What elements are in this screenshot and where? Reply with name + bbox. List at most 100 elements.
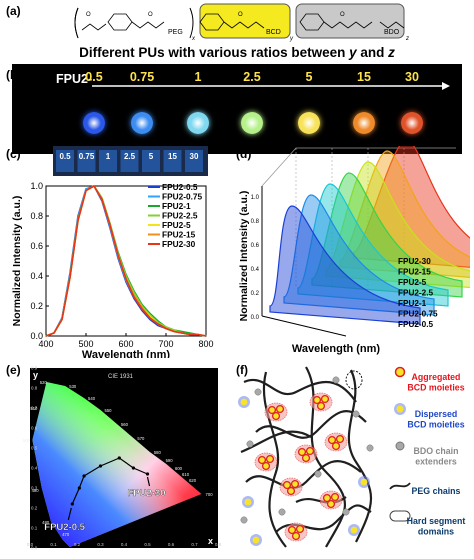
aggregated-dot bbox=[316, 401, 326, 411]
y-tick-label: 0.8 bbox=[31, 386, 38, 391]
ratio-label: 0.5 bbox=[85, 70, 103, 84]
y-tick-label: 0.2 bbox=[30, 301, 43, 311]
y-tick-label: 1.0 bbox=[251, 195, 260, 201]
legend-text: PEG chains bbox=[412, 486, 461, 496]
wavelength-label: 520 bbox=[40, 380, 48, 385]
dispersed-dot bbox=[360, 478, 368, 486]
vial-label: 1 bbox=[106, 152, 111, 161]
vial-label: 2.5 bbox=[124, 152, 136, 161]
sample-dot bbox=[353, 112, 375, 134]
y-tick-label: 0.6 bbox=[31, 426, 38, 431]
curve-icon bbox=[389, 482, 411, 490]
bdo-sphere bbox=[366, 444, 374, 452]
wavelength-label: 500 bbox=[23, 438, 31, 443]
aggregated-dot bbox=[335, 434, 345, 444]
aggregated-dot bbox=[275, 404, 285, 414]
aggregated-dot bbox=[305, 446, 315, 456]
sample-dot bbox=[298, 112, 320, 134]
y-tick-label: 0.1 bbox=[31, 526, 38, 531]
dispersed-dot bbox=[252, 536, 260, 544]
bdo-block bbox=[295, 3, 405, 39]
y-tick-label: 0.0 bbox=[31, 546, 38, 551]
waterfall-series bbox=[353, 146, 470, 268]
aggregated-dot bbox=[291, 531, 301, 541]
vial bbox=[142, 150, 160, 172]
vial-label: 5 bbox=[149, 152, 154, 161]
waterfall-series bbox=[297, 183, 449, 307]
y-tick-label: 0.6 bbox=[251, 243, 260, 249]
ratio-label: 1 bbox=[194, 70, 202, 84]
bdo-sphere bbox=[342, 508, 350, 516]
end-arrow bbox=[146, 476, 151, 487]
vial bbox=[120, 150, 139, 172]
aggregated-dot bbox=[326, 499, 336, 509]
legend-text: Hard segment bbox=[407, 516, 466, 526]
series-label: FPU2-0.75 bbox=[398, 310, 438, 319]
x-tick-label: 0.6 bbox=[168, 542, 175, 547]
aggregated-dot bbox=[312, 395, 322, 405]
sample-dot bbox=[83, 112, 105, 134]
x-tick-label: 0.8 bbox=[215, 542, 222, 547]
aggregated-dot bbox=[327, 435, 337, 445]
aggregated-dot bbox=[265, 454, 275, 464]
fpu-prefix: FPU2- bbox=[56, 72, 93, 86]
bdo-sphere bbox=[254, 388, 262, 396]
series-label: FPU2-1 bbox=[398, 299, 427, 308]
aggregated-dot bbox=[282, 480, 292, 490]
wavelength-label: 470 bbox=[62, 532, 70, 537]
waterfall-series bbox=[283, 194, 435, 316]
bdo-sphere bbox=[352, 410, 360, 418]
x-axis-label: Wavelength (nm) bbox=[82, 349, 171, 358]
aggregated-dot-icon bbox=[394, 366, 406, 378]
subscript-y: y bbox=[289, 36, 294, 42]
x-tick-label: 0.5 bbox=[144, 542, 151, 547]
ratio-label: 5 bbox=[305, 70, 313, 84]
aggregated-dot bbox=[286, 486, 296, 496]
start-arrow bbox=[67, 507, 72, 521]
y-tick-label: 0.5 bbox=[31, 446, 38, 451]
panel-e-label: (e) bbox=[6, 363, 21, 377]
vial-label: 15 bbox=[168, 152, 177, 161]
y-tick-label: 0.4 bbox=[31, 466, 38, 471]
wavelength-label: 560 bbox=[121, 422, 129, 427]
ratio-label: 2.5 bbox=[243, 70, 261, 84]
y-tick-label: 0.2 bbox=[31, 506, 38, 511]
series-label: FPU2-5 bbox=[398, 278, 427, 287]
subscript-x: x bbox=[191, 36, 196, 42]
x-axis-label: Wavelength (nm) bbox=[292, 343, 381, 355]
panel-f-label: (f) bbox=[236, 363, 248, 377]
wavelength-label: 590 bbox=[166, 458, 174, 463]
y-tick-label: 1.0 bbox=[30, 181, 43, 191]
vial bbox=[185, 150, 203, 172]
hard-domain bbox=[345, 370, 363, 390]
y-tick-label: 0.7 bbox=[31, 406, 38, 411]
wavelength-label: 550 bbox=[105, 408, 113, 413]
aggregated-dot bbox=[257, 455, 267, 465]
aggregated-dot bbox=[267, 405, 277, 415]
legend-text: Aggregated bbox=[412, 372, 461, 382]
wavelength-label: 530 bbox=[69, 384, 77, 389]
sample-dot bbox=[241, 112, 263, 134]
ratio-label: 30 bbox=[405, 70, 419, 84]
x-tick-label: 0.2 bbox=[74, 542, 81, 547]
vial-label: 0.75 bbox=[79, 152, 95, 161]
sample-dot bbox=[187, 112, 209, 134]
bdo-label: BDO bbox=[384, 29, 400, 36]
legend-text: Dispersed bbox=[415, 409, 458, 419]
grey-sphere-icon bbox=[395, 441, 405, 451]
bdo-sphere bbox=[332, 376, 340, 384]
x-tick-label: 0.7 bbox=[191, 542, 198, 547]
subscript-z: z bbox=[405, 36, 409, 42]
bcd-block bbox=[199, 3, 291, 39]
polymer-structure: O O O O PEG BCD BDO x y z bbox=[74, 3, 409, 42]
waterfall-series bbox=[311, 172, 463, 298]
y-tick-label: 0.4 bbox=[30, 271, 43, 281]
aggregated-dot bbox=[331, 441, 341, 451]
bdo-sphere bbox=[246, 440, 254, 448]
legend-text: domains bbox=[418, 527, 454, 537]
bdo-sphere bbox=[278, 508, 286, 516]
vial bbox=[163, 150, 182, 172]
legend-entry: FPU2-30 bbox=[162, 239, 196, 249]
series-label: FPU2-2.5 bbox=[398, 289, 433, 298]
cie-gamut-blue bbox=[32, 382, 202, 547]
